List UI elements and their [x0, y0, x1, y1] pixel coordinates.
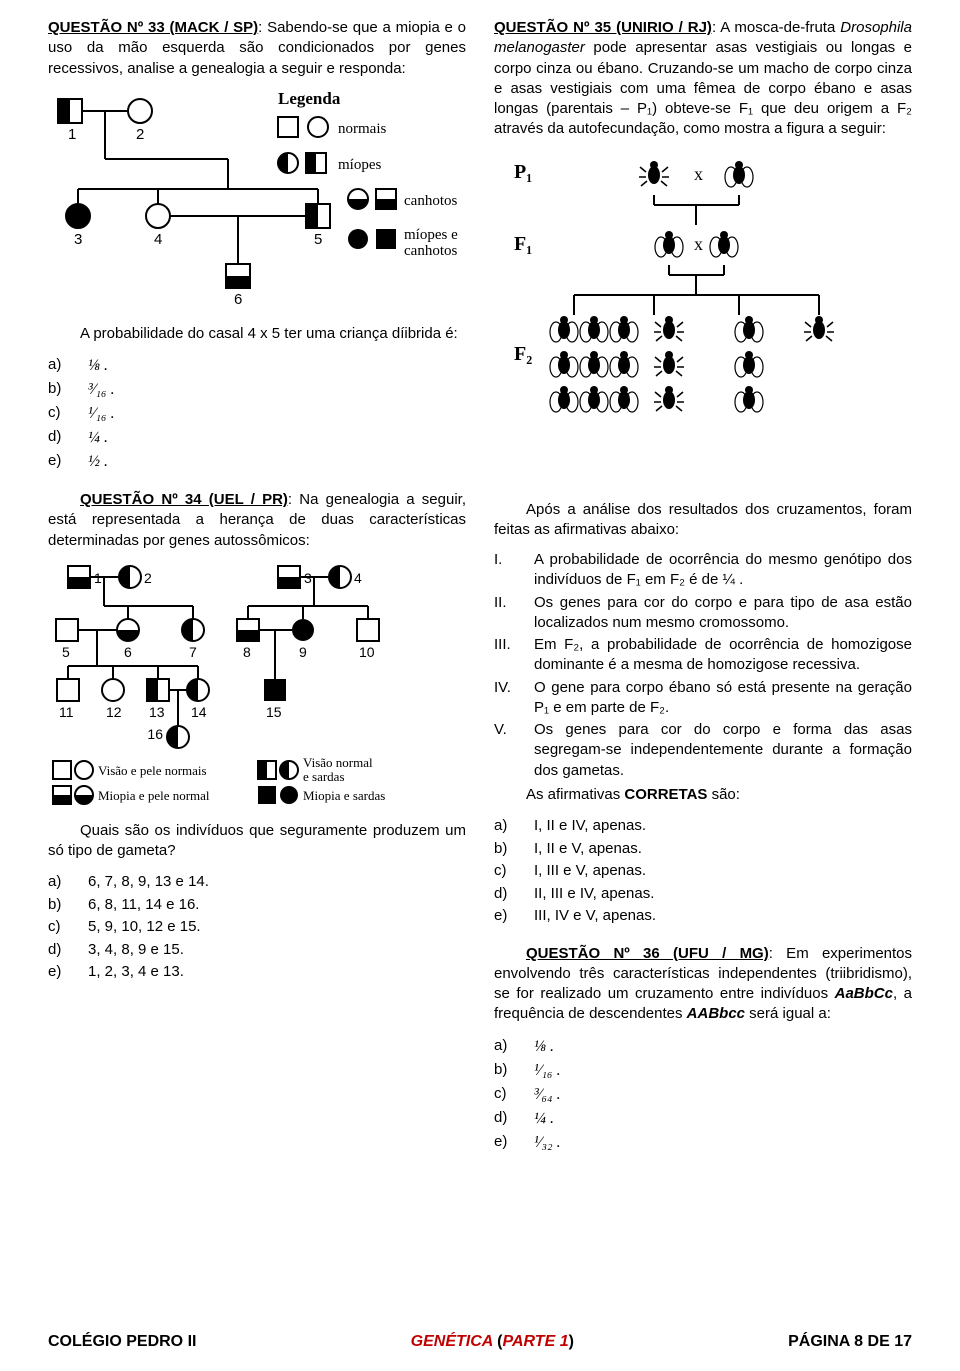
q36-geno1: AaBbCc [835, 985, 893, 1002]
svg-text:Miopia e sardas: Miopia e sardas [303, 788, 385, 803]
svg-text:míopes e: míopes e [404, 227, 458, 243]
option: e)III, IV e V, apenas. [494, 905, 912, 928]
q34-text: QUESTÃO Nº 34 (UEL / PR): Na genealogia … [48, 490, 466, 551]
page-footer: COLÉGIO PEDRO II GENÉTICA (PARTE 1) PÁGI… [48, 1333, 912, 1351]
option: a)⅛ . [48, 354, 466, 378]
question-34: QUESTÃO Nº 34 (UEL / PR): Na genealogia … [48, 490, 466, 984]
q35-after: Após a análise dos resultados dos cruzam… [494, 500, 912, 541]
option: a)I, II e IV, apenas. [494, 815, 912, 838]
svg-text:F₁: F₁ [514, 233, 532, 255]
q36-options: a)⅛ . b)¹⁄₁₆ . c)³⁄₆₄ . d)¼ . e)¹⁄₃₂ . [494, 1035, 912, 1155]
svg-text:10: 10 [359, 644, 375, 660]
svg-text:6: 6 [124, 644, 132, 660]
footer-right: PÁGINA 8 DE 17 [788, 1333, 912, 1351]
svg-text:2: 2 [136, 126, 144, 143]
svg-text:3: 3 [74, 231, 82, 248]
svg-text:7: 7 [189, 644, 197, 660]
q35-intro-a: : A mosca-de-fruta [712, 19, 840, 36]
svg-text:x: x [694, 164, 703, 184]
q33-text: QUESTÃO Nº 33 (MACK / SP): Sabendo-se qu… [48, 18, 466, 79]
option: c)¹⁄₁₆ . [48, 402, 466, 426]
option: b)I, II e V, apenas. [494, 838, 912, 861]
q35-cross-figure: P₁ x F₁ x [494, 150, 912, 490]
footer-left: COLÉGIO PEDRO II [48, 1333, 196, 1351]
statement: I.A probabilidade de ocorrência do mesmo… [494, 550, 912, 591]
svg-text:11: 11 [59, 704, 74, 720]
svg-text:míopes: míopes [338, 157, 381, 173]
q34-pedigree-figure: 1 2 3 4 [48, 561, 466, 811]
option: b)³⁄₁₆ . [48, 378, 466, 402]
q34-after: Quais são os indivíduos que seguramente … [48, 821, 466, 862]
statement: V.Os genes para cor do corpo e forma das… [494, 720, 912, 781]
svg-text:x: x [694, 234, 703, 254]
svg-text:12: 12 [106, 704, 122, 720]
svg-text:normais: normais [338, 121, 386, 137]
q36-geno2: AABbcc [687, 1005, 745, 1022]
q35-correct: As afirmativas CORRETAS são: [494, 785, 912, 805]
svg-text:9: 9 [299, 644, 307, 660]
option: a)6, 7, 8, 9, 13 e 14. [48, 871, 466, 894]
option: b)¹⁄₁₆ . [494, 1059, 912, 1083]
svg-text:5: 5 [62, 644, 70, 660]
q35-title: QUESTÃO Nº 35 (UNIRIO / RJ) [494, 19, 712, 36]
footer-center: GENÉTICA (PARTE 1) [411, 1333, 574, 1351]
svg-text:5: 5 [314, 231, 322, 248]
svg-text:canhotos: canhotos [404, 193, 457, 209]
q35-statements: I.A probabilidade de ocorrência do mesmo… [494, 550, 912, 781]
option: d)¼ . [494, 1107, 912, 1131]
option: c)³⁄₆₄ . [494, 1083, 912, 1107]
svg-text:16: 16 [147, 726, 163, 742]
svg-text:14: 14 [191, 704, 207, 720]
q33-title: QUESTÃO Nº 33 (MACK / SP) [48, 19, 258, 36]
svg-text:4: 4 [354, 570, 362, 586]
q36-title: QUESTÃO Nº 36 (UFU / MG) [526, 945, 769, 962]
svg-text:6: 6 [234, 291, 242, 308]
svg-text:2: 2 [144, 570, 152, 586]
option: d)II, III e IV, apenas. [494, 883, 912, 906]
q34-options: a)6, 7, 8, 9, 13 e 14. b)6, 8, 11, 14 e … [48, 871, 466, 984]
q34-title: QUESTÃO Nº 34 (UEL / PR) [80, 491, 288, 508]
svg-text:4: 4 [154, 231, 162, 248]
question-36: QUESTÃO Nº 36 (UFU / MG): Em experimento… [494, 944, 912, 1155]
option: b)6, 8, 11, 14 e 16. [48, 894, 466, 917]
option: e)1, 2, 3, 4 e 13. [48, 961, 466, 984]
svg-text:Visão e pele normais: Visão e pele normais [98, 763, 207, 778]
right-column: QUESTÃO Nº 35 (UNIRIO / RJ): A mosca-de-… [494, 18, 912, 1171]
q36-text: QUESTÃO Nº 36 (UFU / MG): Em experimento… [494, 944, 912, 1025]
option: d)¼ . [48, 426, 466, 450]
q33-options: a)⅛ . b)³⁄₁₆ . c)¹⁄₁₆ . d)¼ . e)½ . [48, 354, 466, 474]
svg-text:Legenda: Legenda [278, 89, 341, 108]
svg-text:F₂: F₂ [514, 343, 532, 365]
option: c)5, 9, 10, 12 e 15. [48, 916, 466, 939]
q33-pedigree-figure: 1 2 3 4 5 [48, 89, 466, 314]
statement: III.Em F₂, a probabilidade de ocorrência… [494, 635, 912, 676]
statement: II.Os genes para cor do corpo e para tip… [494, 593, 912, 634]
svg-text:e sardas: e sardas [303, 769, 345, 784]
svg-text:Visão normal: Visão normal [303, 755, 373, 770]
option: e)½ . [48, 450, 466, 474]
option: a)⅛ . [494, 1035, 912, 1059]
option: c)I, III e V, apenas. [494, 860, 912, 883]
q35-text: QUESTÃO Nº 35 (UNIRIO / RJ): A mosca-de-… [494, 18, 912, 140]
option: d)3, 4, 8, 9 e 15. [48, 939, 466, 962]
svg-text:8: 8 [243, 644, 251, 660]
option: e)¹⁄₃₂ . [494, 1131, 912, 1155]
svg-text:15: 15 [266, 704, 282, 720]
q33-after: A probabilidade do casal 4 x 5 ter uma c… [48, 324, 466, 344]
svg-text:P₁: P₁ [514, 161, 532, 183]
q36-c: será igual a: [745, 1005, 831, 1022]
svg-text:Miopia e pele normal: Miopia e pele normal [98, 788, 210, 803]
question-33: QUESTÃO Nº 33 (MACK / SP): Sabendo-se qu… [48, 18, 466, 474]
svg-text:canhotos: canhotos [404, 243, 457, 259]
svg-text:1: 1 [68, 126, 76, 143]
question-35: QUESTÃO Nº 35 (UNIRIO / RJ): A mosca-de-… [494, 18, 912, 928]
left-column: QUESTÃO Nº 33 (MACK / SP): Sabendo-se qu… [48, 18, 466, 1171]
svg-text:13: 13 [149, 704, 165, 720]
q35-options: a)I, II e IV, apenas. b)I, II e V, apena… [494, 815, 912, 928]
statement: IV.O gene para corpo ébano só está prese… [494, 678, 912, 719]
